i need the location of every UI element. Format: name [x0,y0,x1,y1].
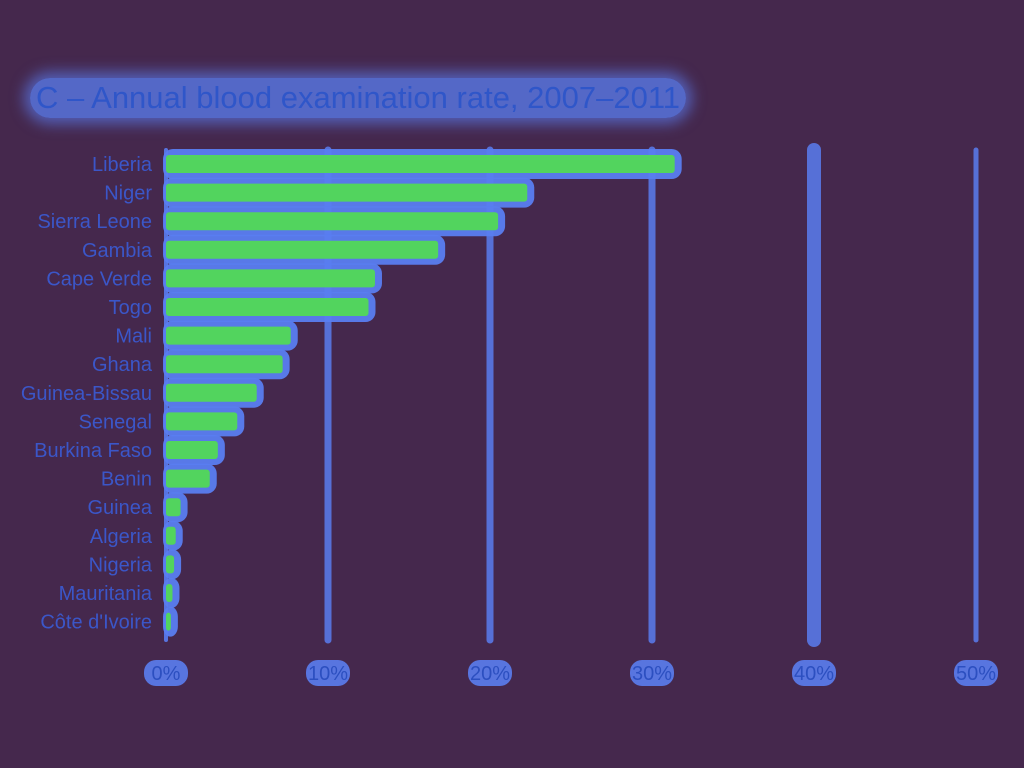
tick-label-bg [306,660,350,686]
category-label: Mauritania [59,583,153,605]
x-tick-label: 20% [470,663,510,685]
bar [166,326,291,345]
category-label: Algeria [90,526,153,548]
category-label: Senegal [79,411,152,433]
category-label: Cape Verde [46,268,152,290]
bar [166,355,283,374]
bar [166,441,218,459]
tick-label-bg [792,660,836,686]
category-label: Ghana [92,354,153,376]
tick-label-bg [468,660,512,686]
bar [166,212,499,231]
tick-label-bg [630,660,674,686]
x-tick-labels: 0% 10% 20% 30% 40% 50% [144,660,998,686]
category-label: Sierra Leone [37,211,152,233]
category-label: Niger [104,183,152,205]
category-label: Gambia [82,240,153,262]
tick-label-bg [144,660,188,686]
category-label: Guinea [88,497,153,519]
category-label: Nigeria [89,554,153,576]
bars [163,149,682,637]
x-tick-label: 0% [152,663,181,685]
category-label: Guinea-Bissau [21,383,152,405]
x-tick-label: 40% [794,663,834,685]
x-tick-label: 50% [956,663,996,685]
tick-label-bg [954,660,998,686]
category-labels: Liberia Niger Sierra Leone Gambia Cape Verde… [21,154,153,634]
bar [166,412,238,431]
bar [166,269,375,288]
category-label: Benin [101,469,152,491]
category-label: Burkina Faso [34,440,152,462]
bar [166,240,439,259]
chart-title: C – Annual blood examination rate, 2007–… [30,78,687,118]
bar [166,298,369,316]
bar [166,612,171,631]
category-label: Liberia [92,154,153,176]
bar [166,469,210,488]
category-label: Togo [109,297,152,319]
bar [166,526,176,545]
bar [166,498,181,517]
x-tick-label: 30% [632,663,672,685]
category-label: Côte d'Ivoire [40,612,152,634]
bar [166,584,173,602]
bar [166,555,175,574]
category-label: Mali [115,326,152,348]
x-tick-label: 10% [308,663,348,685]
bar [166,183,528,202]
bar [166,383,257,402]
bar [166,155,675,173]
